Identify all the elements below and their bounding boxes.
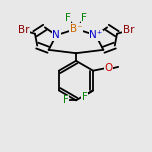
Text: N⁺: N⁺ xyxy=(89,30,102,40)
Text: N: N xyxy=(52,30,60,40)
Text: F: F xyxy=(81,13,87,23)
Text: Br: Br xyxy=(18,25,29,35)
Text: F: F xyxy=(63,95,69,105)
Text: O: O xyxy=(104,63,112,73)
Text: Br: Br xyxy=(123,25,134,35)
Text: B⁻: B⁻ xyxy=(70,24,82,34)
Text: F: F xyxy=(82,92,88,102)
Text: F: F xyxy=(65,13,71,23)
